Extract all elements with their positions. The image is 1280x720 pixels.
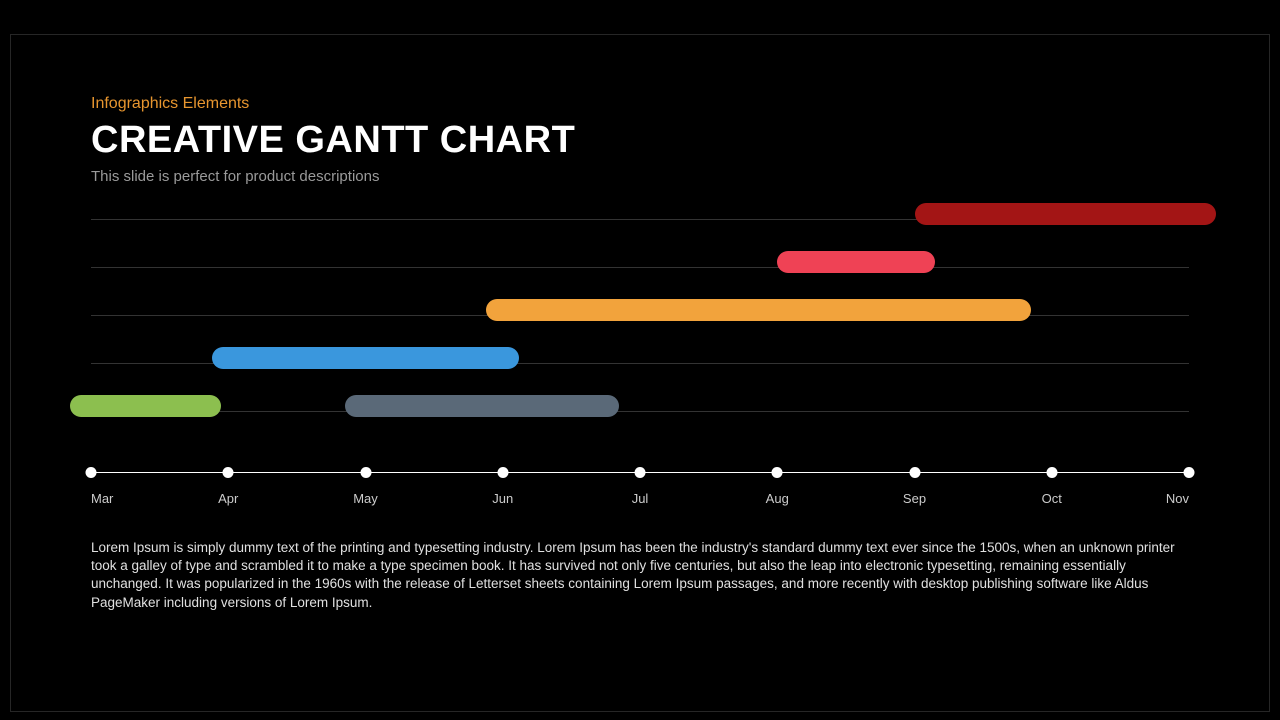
tick-dot [360, 467, 371, 478]
tick-label: Sep [903, 491, 926, 506]
grid-line [91, 411, 1189, 412]
gantt-axis: Mar Apr May Jun Jul Aug Sep Oct Nov [91, 467, 1189, 511]
tick-label: Apr [218, 491, 238, 506]
tick-dot [772, 467, 783, 478]
tick-label: Mar [91, 491, 113, 506]
gantt-bar [345, 395, 620, 417]
page-title: CREATIVE GANTT CHART [91, 119, 1189, 162]
gantt-bar [212, 347, 519, 369]
gantt-bar [777, 251, 935, 273]
tick-label: Jul [632, 491, 649, 506]
grid-line [91, 267, 1189, 268]
gantt-chart: Mar Apr May Jun Jul Aug Sep Oct Nov [91, 219, 1189, 511]
gantt-rows [91, 219, 1189, 459]
tick-label: Oct [1042, 491, 1062, 506]
axis-ticks [91, 467, 1189, 481]
gantt-bar [915, 203, 1217, 225]
body-text: Lorem Ipsum is simply dummy text of the … [91, 539, 1189, 612]
tick-dot [635, 467, 646, 478]
tick-dot [909, 467, 920, 478]
tick-label: Jun [492, 491, 513, 506]
tick-dot [1184, 467, 1195, 478]
tick-dot [86, 467, 97, 478]
subtitle: This slide is perfect for product descri… [91, 168, 1189, 185]
eyebrow: Infographics Elements [91, 95, 1189, 113]
tick-dot [223, 467, 234, 478]
gantt-bar [486, 299, 1031, 321]
tick-label: May [353, 491, 378, 506]
gantt-bar [70, 395, 221, 417]
slide-frame: Infographics Elements CREATIVE GANTT CHA… [10, 34, 1270, 712]
tick-dot [1046, 467, 1057, 478]
tick-label: Nov [1166, 491, 1189, 506]
axis-tick-labels: Mar Apr May Jun Jul Aug Sep Oct Nov [91, 491, 1189, 511]
tick-dot [497, 467, 508, 478]
tick-label: Aug [766, 491, 789, 506]
